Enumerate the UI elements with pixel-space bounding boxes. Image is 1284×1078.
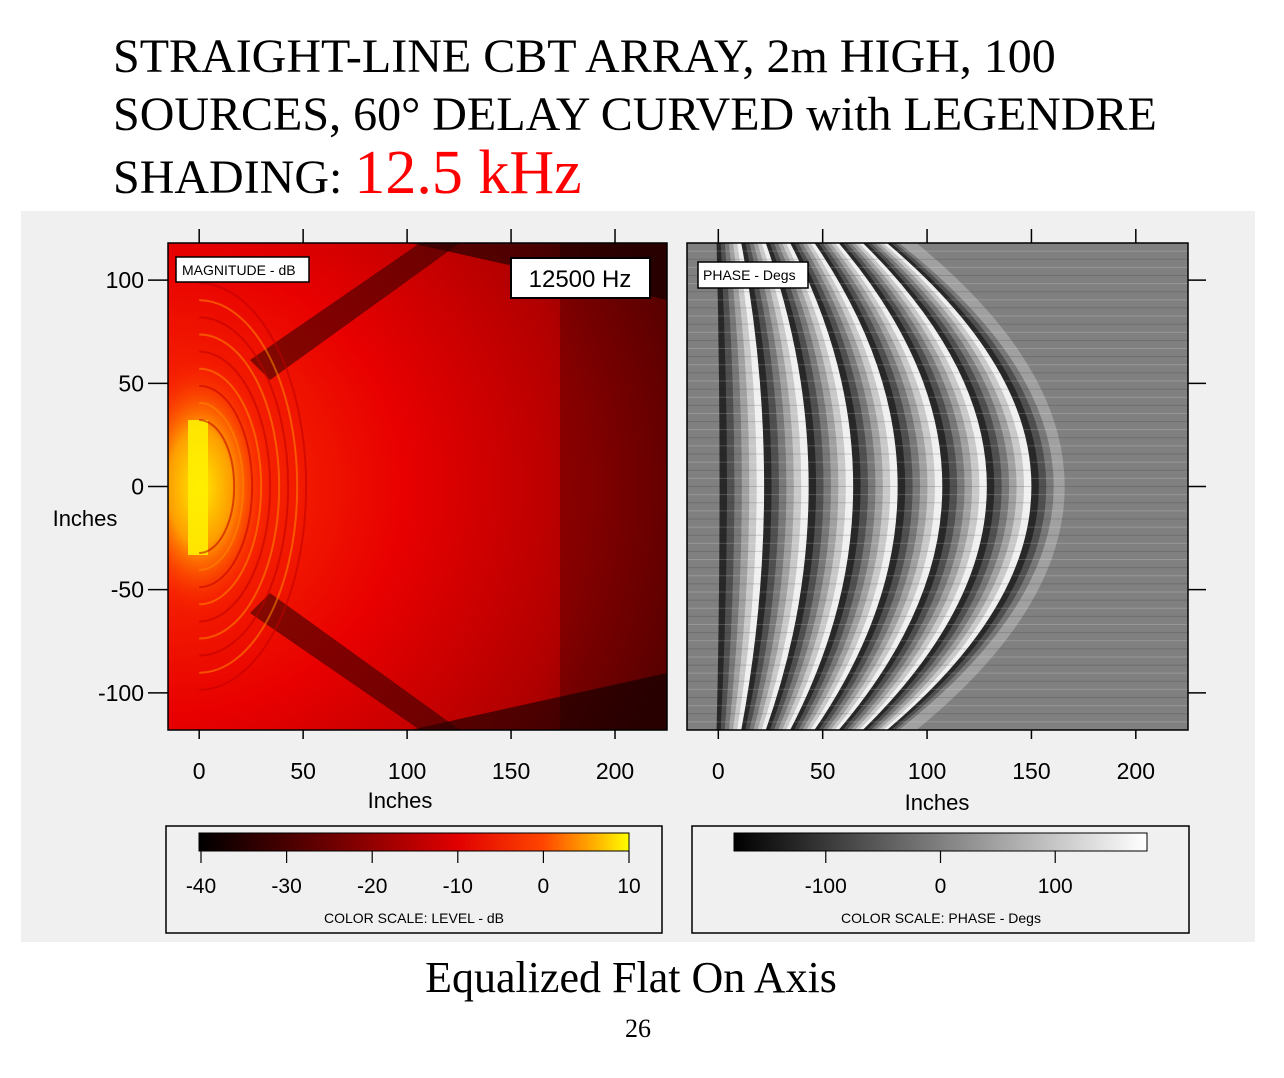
magnitude-xtick-label: 50 xyxy=(290,758,316,784)
phase-xlabel: Inches xyxy=(905,790,970,815)
title-frequency: 12.5 kHz xyxy=(354,139,582,207)
null-band-bottom xyxy=(330,673,667,730)
magnitude-xlabel: Inches xyxy=(368,788,433,813)
magnitude-ylabel: Inches xyxy=(53,506,118,531)
phase-colorbar: -100 0 100 COLOR SCALE: PHASE - Degs xyxy=(691,825,1190,934)
magnitude-xtick-label: 150 xyxy=(492,758,530,784)
null-line-top xyxy=(250,243,460,380)
phase-xtick-label: 100 xyxy=(908,758,946,784)
phase-xtick-label: 0 xyxy=(712,758,725,784)
colorbar-tick-label: -30 xyxy=(271,875,301,898)
magnitude-title-box: MAGNITUDE - dB xyxy=(175,256,310,283)
magnitude-xtick-label: 200 xyxy=(596,758,634,784)
slide-caption: Equalized Flat On Axis xyxy=(425,953,837,1002)
magnitude-ytick-label: 100 xyxy=(106,267,144,293)
colorbar-tick-label: -100 xyxy=(805,875,847,898)
phase-colorbar-label: COLOR SCALE: PHASE - Degs xyxy=(841,910,1041,926)
frequency-annotation: 12500 Hz xyxy=(510,257,651,299)
magnitude-ytick-label: -100 xyxy=(98,680,144,706)
level-colorbar: -40 -30 -20 -10 0 10 COLOR SCALE: LEVEL - dB xyxy=(165,825,663,934)
colorbar-tick-label: 0 xyxy=(935,875,947,898)
level-colorbar-gradient xyxy=(198,832,630,852)
colorbar-tick-label: 100 xyxy=(1038,875,1073,898)
phase-colorbar-ticks: -100 0 100 xyxy=(805,851,1073,898)
magnitude-title: MAGNITUDE - dB xyxy=(182,262,296,278)
null-line-bottom xyxy=(250,593,460,730)
magnitude-x-axis: 0 50 100 150 200 xyxy=(193,229,634,784)
colorbar-tick-label: -20 xyxy=(357,875,387,898)
magnitude-xtick-label: 100 xyxy=(388,758,426,784)
near-field-ripples xyxy=(199,282,308,691)
magnitude-ytick-label: 50 xyxy=(118,370,144,396)
title-main: STRAIGHT-LINE CBT ARRAY, 2m HIGH, 100 SO… xyxy=(113,30,1157,204)
level-colorbar-ticks: -40 -30 -20 -10 0 10 xyxy=(186,851,641,898)
colorbar-tick-label: -40 xyxy=(186,875,216,898)
colorbar-tick-label: -10 xyxy=(443,875,473,898)
phase-xtick-label: 50 xyxy=(810,758,836,784)
magnitude-ytick-label: 0 xyxy=(131,474,144,500)
slide-title: STRAIGHT-LINE CBT ARRAY, 2m HIGH, 100 SO… xyxy=(113,28,1253,207)
colorbar-tick-label: 10 xyxy=(617,875,640,898)
frequency-label: 12500 Hz xyxy=(529,266,632,293)
phase-xtick-label: 200 xyxy=(1117,758,1155,784)
level-colorbar-label: COLOR SCALE: LEVEL - dB xyxy=(324,910,504,926)
magnitude-xtick-label: 0 xyxy=(193,758,206,784)
page-number: 26 xyxy=(625,1014,651,1043)
phase-title: PHASE - Degs xyxy=(703,267,796,283)
phase-colorbar-gradient xyxy=(733,832,1148,852)
magnitude-y-axis: 100 50 0 -50 -100 xyxy=(98,267,1206,706)
magnitude-ytick-label: -50 xyxy=(111,577,144,603)
phase-title-box: PHASE - Degs xyxy=(697,261,809,289)
magnitude-plot: MAGNITUDE - dB 12500 Hz 0 50 100 150 200 100… xyxy=(53,229,1206,813)
colorbar-tick-label: 0 xyxy=(538,875,550,898)
phase-x-axis: 0 50 100 150 200 xyxy=(712,229,1155,784)
phase-fringes xyxy=(687,243,1188,730)
phase-xtick-label: 150 xyxy=(1012,758,1050,784)
phase-plot: PHASE - Degs 0 50 100 150 200 Inches xyxy=(686,229,1189,815)
